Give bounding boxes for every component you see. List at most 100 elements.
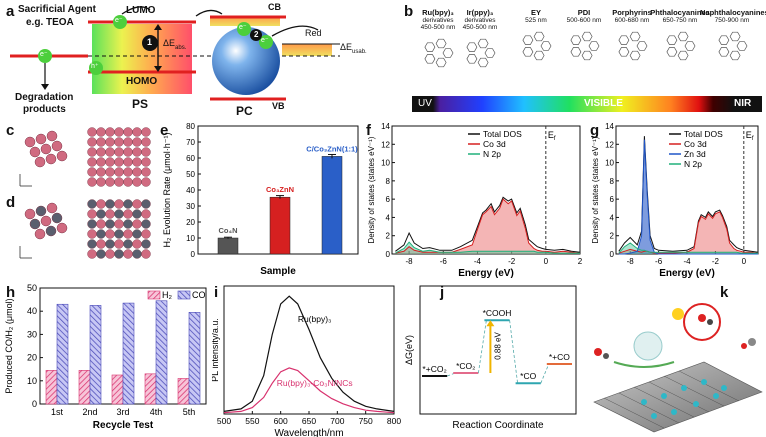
step-2-label: 2 <box>254 30 259 39</box>
dos-line <box>618 242 758 254</box>
atom <box>114 209 124 219</box>
connector <box>509 320 518 384</box>
degradation-label-1: Degradation <box>15 92 74 103</box>
y-axis-label: H₂ Evolution Rate (μmol·h⁻¹) <box>162 133 172 248</box>
electron-symbol: e⁻ <box>115 17 123 24</box>
ring <box>522 35 534 45</box>
bar <box>188 312 201 405</box>
dye-item: Naphthalocyanines 750-900 nm <box>700 8 766 66</box>
atom <box>87 229 97 239</box>
y-tick-label: 2 <box>386 232 391 241</box>
atom <box>40 215 52 227</box>
dye-range: 600-680 nm <box>614 17 650 24</box>
atom <box>105 219 115 229</box>
state-label: *+CO <box>549 352 570 362</box>
atom <box>96 219 106 229</box>
bar-label: Co₃ZnN <box>266 185 294 194</box>
ring <box>588 41 600 51</box>
atom <box>123 249 133 259</box>
series-label: Ru(bpy)₃-Co₃N/NCs <box>277 378 353 388</box>
y-tick-label: 20 <box>27 353 37 363</box>
y-tick-label: 8 <box>386 177 391 186</box>
ring <box>618 47 630 57</box>
atom <box>87 249 97 259</box>
dye-item: PDI 500-600 nm <box>552 8 616 66</box>
dye-item: Phthalocyanines 650-750 nm <box>648 8 712 66</box>
electron-icon <box>237 22 251 36</box>
barrier-arrowhead <box>486 320 495 327</box>
y-tick-label: 10 <box>186 234 195 243</box>
fermi-level-subscript: f <box>752 136 754 142</box>
ring <box>581 50 593 61</box>
atom <box>105 199 115 209</box>
y-tick-label: 0 <box>191 250 196 259</box>
molecule-structure <box>666 31 696 61</box>
panel-e-bar-chart: 0 10 20 30 40 50 60 70 80 Co₄N Co₃ZnN C/Co₃ZnN(1:1)… <box>162 122 359 277</box>
atom <box>96 209 106 219</box>
legend-label: Total DOS <box>483 129 522 139</box>
dye-range: 750-900 nm <box>714 17 750 24</box>
ring <box>629 50 641 61</box>
atom <box>87 147 97 157</box>
bar-label: Co₄N <box>219 226 238 235</box>
atom <box>45 225 57 237</box>
y-tick-label: 20 <box>186 218 195 227</box>
ring <box>570 35 582 45</box>
dos-line <box>618 139 758 255</box>
fermi-level-label: Ef <box>746 130 754 142</box>
ring <box>677 31 689 42</box>
ring <box>540 41 552 51</box>
x-tick-label: 0 <box>544 257 549 266</box>
uv-label: UV <box>418 98 432 109</box>
panel-i-line-chart: 500 550 600 650 700 750 800 Ru(bpy)₃ Ru(bpy)₃-Co… <box>212 285 401 437</box>
dos-line <box>618 211 759 254</box>
atom <box>87 137 97 147</box>
dye-name: Ru(bpy)₃ <box>422 8 454 17</box>
atom <box>123 147 133 157</box>
panel-label-h: h <box>6 284 16 301</box>
atom <box>40 143 52 155</box>
y-tick-label: 4 <box>610 213 615 222</box>
dye-name: Phthalocyanines <box>650 8 710 17</box>
atom <box>105 239 115 249</box>
ring <box>435 57 447 68</box>
ring <box>666 47 678 57</box>
ring <box>618 35 630 45</box>
ring <box>533 31 545 42</box>
atom <box>105 137 115 147</box>
electron-symbol: e⁻ <box>40 51 48 58</box>
atom <box>114 177 124 187</box>
atom <box>141 127 151 137</box>
atom <box>132 219 142 229</box>
y-axis-label: Density of states (states eV⁻¹) <box>367 136 376 243</box>
y-axis-label: ΔG(eV) <box>404 335 414 365</box>
y-tick-label: 12 <box>381 140 390 149</box>
dos-line <box>395 198 581 254</box>
y-tick-label: 14 <box>381 122 390 131</box>
atom <box>87 219 97 229</box>
electron-icon <box>113 15 127 29</box>
atom <box>141 219 151 229</box>
x-tick-label: -6 <box>655 257 663 266</box>
legend-label: N 2p <box>483 149 501 159</box>
step-1-marker <box>142 35 158 51</box>
delta-e-usab-label: ΔEusab. <box>340 42 367 55</box>
atom <box>96 229 106 239</box>
y-tick-label: 40 <box>186 186 195 195</box>
panel-label-g: g <box>590 122 600 139</box>
atom <box>105 177 115 187</box>
atom <box>87 199 97 209</box>
panel-label-f: f <box>366 122 371 139</box>
pl-curve <box>223 367 395 414</box>
bar <box>144 373 157 405</box>
panel-j-energy-diagram: *+CO₂ *CO₂ *COOH *CO *+CO 0.88 eV Reaction Coo… <box>404 285 577 431</box>
molecule-structure <box>718 31 748 61</box>
x-axis-label: Energy (eV) <box>458 268 514 279</box>
ring <box>636 41 648 51</box>
x-tick-label: 2 <box>578 257 583 266</box>
atom <box>132 209 142 219</box>
electron-symbol: e⁻ <box>239 24 247 31</box>
y-axis-label: PL intensity/a.u. <box>212 318 220 382</box>
state-label: *+CO₂ <box>422 364 446 374</box>
series-label: Ru(bpy)₃ <box>298 314 332 324</box>
